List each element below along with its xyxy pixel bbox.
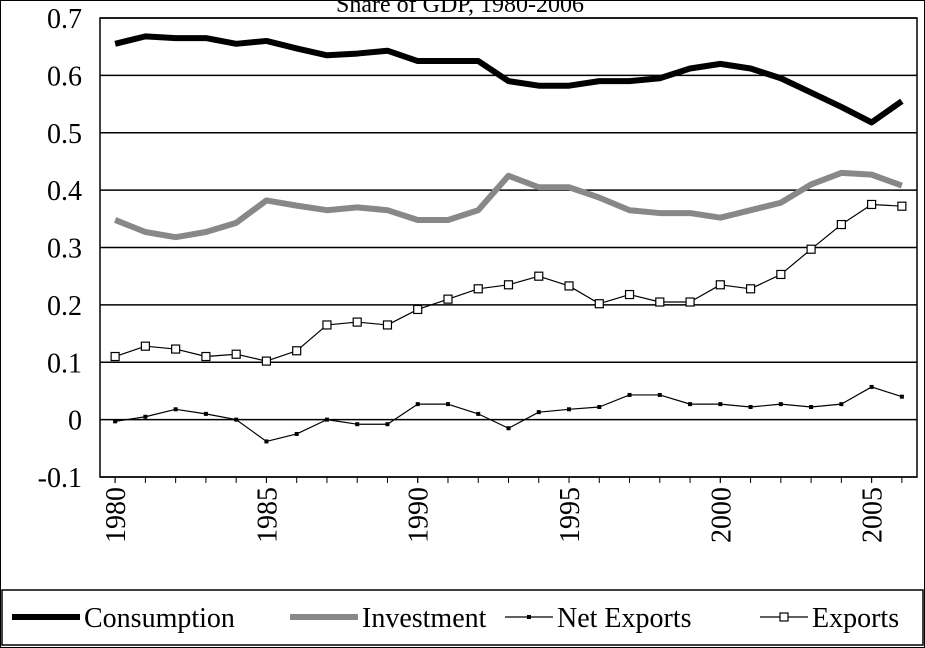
marker (806, 244, 816, 254)
y-tick-label: 0.1 (47, 348, 82, 379)
marker (352, 317, 362, 327)
marker (234, 417, 239, 422)
marker (382, 320, 393, 330)
y-tick-label: 0.5 (47, 119, 82, 150)
marker (715, 280, 725, 290)
chart-title: Share of GDP, 1980-2006 (336, 0, 584, 18)
legend-box (1, 589, 924, 646)
marker (897, 201, 907, 211)
marker (527, 615, 531, 619)
marker (110, 351, 120, 362)
marker (324, 417, 329, 422)
series-line (114, 169, 903, 241)
y-tick-label: 0.2 (47, 291, 82, 322)
x-tick-label: 1990 (404, 487, 435, 543)
marker (264, 439, 269, 444)
marker (385, 422, 390, 427)
y-tick-label: 0 (68, 406, 82, 437)
y-tick-label: 0.4 (47, 176, 82, 207)
series-line (114, 33, 904, 126)
marker (201, 351, 211, 362)
x-tick-label: 2000 (706, 487, 737, 543)
marker (809, 405, 814, 410)
marker (203, 411, 208, 416)
y-tick-label: 0.3 (47, 234, 82, 265)
marker (261, 356, 272, 366)
y-tick-label: -0.1 (38, 463, 82, 494)
x-tick-label: 2005 (858, 487, 889, 543)
marker (899, 394, 904, 399)
marker (415, 402, 420, 407)
marker (869, 384, 874, 389)
marker (718, 402, 723, 407)
marker (594, 299, 604, 309)
marker (779, 612, 789, 622)
marker (567, 407, 572, 412)
marker (624, 289, 635, 300)
marker (143, 414, 148, 419)
marker (413, 304, 423, 315)
x-tick-label: 1985 (252, 487, 283, 543)
y-tick-label: 0.6 (47, 61, 82, 92)
marker (473, 284, 483, 294)
marker (685, 297, 695, 307)
marker (745, 284, 756, 294)
marker (534, 271, 544, 281)
marker (655, 297, 665, 307)
marker (657, 392, 662, 397)
marker (564, 281, 574, 291)
marker (748, 405, 753, 410)
marker (776, 269, 786, 280)
marker (171, 344, 181, 354)
marker (292, 346, 302, 356)
marker (322, 320, 332, 330)
marker (506, 426, 511, 431)
marker (536, 410, 541, 415)
marker (836, 219, 846, 230)
marker (231, 349, 241, 359)
marker (476, 411, 481, 416)
marker (839, 402, 844, 407)
legend-label: Exports (812, 603, 899, 634)
legend-label: Consumption (84, 603, 235, 634)
marker (355, 422, 360, 427)
marker (503, 280, 514, 290)
marker (140, 341, 150, 351)
marker (445, 402, 450, 407)
marker (597, 405, 602, 410)
y-tick-label: 0.7 (47, 4, 82, 35)
marker (688, 402, 693, 407)
marker (443, 294, 453, 304)
marker (113, 419, 118, 424)
marker (294, 431, 299, 436)
x-tick-label: 1980 (101, 487, 132, 543)
legend-label: Net Exports (557, 603, 692, 634)
marker (778, 402, 783, 407)
marker (627, 392, 632, 397)
marker (173, 407, 178, 412)
marker (867, 199, 877, 210)
legend-label: Investment (362, 603, 487, 634)
x-tick-label: 1995 (555, 487, 586, 543)
